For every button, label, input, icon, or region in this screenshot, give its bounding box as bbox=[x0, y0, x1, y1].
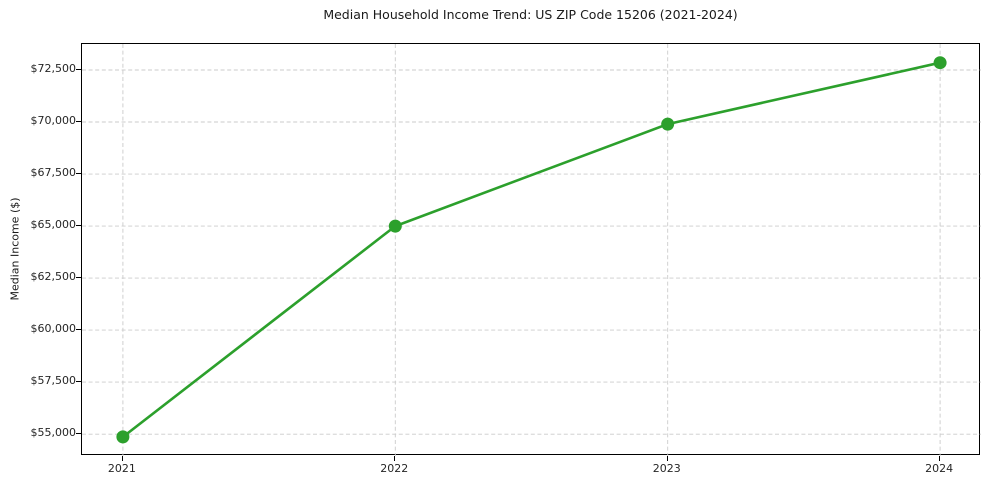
x-tick-mark bbox=[939, 456, 941, 461]
y-tick-mark bbox=[76, 225, 81, 227]
x-tick-label: 2023 bbox=[652, 462, 681, 475]
y-tick-label: $62,500 bbox=[30, 270, 77, 284]
data-point-2022 bbox=[388, 219, 402, 233]
y-tick-label: $60,000 bbox=[30, 322, 77, 336]
data-point-2023 bbox=[661, 117, 675, 131]
y-tick-mark bbox=[76, 329, 81, 331]
x-tick-mark bbox=[121, 456, 123, 461]
y-tick-label: $55,000 bbox=[30, 426, 77, 440]
line-chart-svg bbox=[82, 44, 981, 456]
y-tick-label: $70,000 bbox=[30, 114, 77, 128]
x-tick-label: 2021 bbox=[107, 462, 136, 475]
data-point-2021 bbox=[116, 430, 130, 444]
y-tick-label: $72,500 bbox=[30, 62, 77, 75]
y-tick-label: $67,500 bbox=[30, 166, 77, 180]
trend-line bbox=[121, 61, 942, 439]
x-tick-mark bbox=[666, 456, 668, 461]
plot-area bbox=[81, 43, 981, 456]
y-tick-mark bbox=[76, 433, 81, 435]
x-tick-label: 2024 bbox=[925, 462, 954, 475]
gridlines bbox=[82, 44, 981, 456]
y-tick-label: $65,000 bbox=[30, 218, 77, 232]
x-tick-mark bbox=[394, 456, 396, 461]
chart-title: Median Household Income Trend: US ZIP Co… bbox=[323, 7, 738, 22]
data-point-2024 bbox=[933, 56, 947, 70]
y-tick-mark bbox=[76, 173, 81, 175]
y-tick-mark bbox=[76, 381, 81, 383]
x-tick-label: 2022 bbox=[380, 462, 409, 475]
y-tick-mark bbox=[76, 277, 81, 279]
y-tick-mark bbox=[76, 69, 81, 70]
y-tick-label: $57,500 bbox=[30, 374, 77, 388]
y-axis-label: Median Income ($) bbox=[8, 197, 22, 301]
y-tick-mark bbox=[76, 121, 81, 123]
